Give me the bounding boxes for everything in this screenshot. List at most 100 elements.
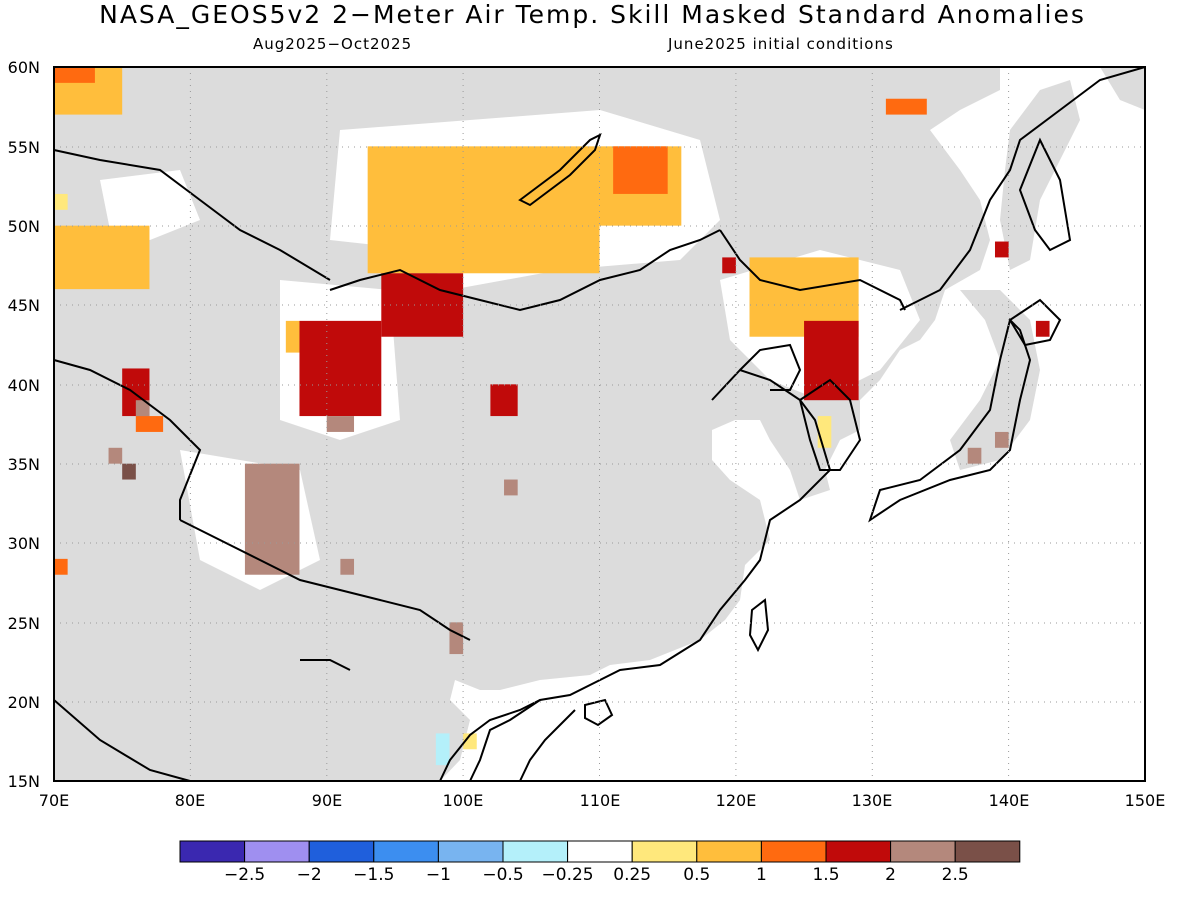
anomaly-cell-25: [817, 416, 832, 448]
taiwan-coastline: [748, 598, 770, 653]
colorbar-swatch-9: [760, 840, 827, 863]
colorbar-label-0: −2.5: [224, 865, 265, 885]
coastlines-and-borders: [53, 66, 1146, 782]
lon-label-140: 140E: [989, 791, 1030, 810]
map-frame: [53, 66, 1146, 782]
colorbar-swatch-1: [244, 840, 310, 863]
colorbar-label-10: 2: [885, 865, 896, 885]
white-patch-central-asia: [100, 170, 200, 240]
skill-mask-layer: [54, 67, 1145, 781]
colorbar-label-7: 0.5: [683, 865, 710, 885]
anomaly-cell-17: [490, 384, 518, 417]
lat-label-35: 35N: [8, 455, 40, 474]
anomaly-cell-4: [54, 558, 68, 575]
lat-label-60: 60N: [8, 58, 40, 77]
map-title: NASA_GEOS5v2 2−Meter Air Temp. Skill Mas…: [99, 0, 1086, 29]
lat-label-25: 25N: [8, 614, 40, 633]
colorbar-swatch-2: [308, 840, 375, 863]
anomaly-cell-2: [54, 225, 150, 290]
lon-label-120: 120E: [716, 791, 757, 810]
colorbar-swatch-11: [890, 840, 956, 863]
lon-label-110: 110E: [580, 791, 621, 810]
mask-sakhalin: [1000, 80, 1080, 270]
anomaly-cell-9: [122, 463, 136, 480]
lat-label-15: 15N: [8, 772, 40, 791]
himalaya-border: [179, 519, 471, 641]
anomaly-cell-32: [463, 733, 477, 750]
colorbar: [179, 840, 1021, 863]
lat-label-20: 20N: [8, 693, 40, 712]
lat-label-30: 30N: [8, 534, 40, 553]
anomaly-cell-10: [244, 463, 300, 575]
colorbar-label-6: 0.25: [613, 865, 651, 885]
colorbar-label-4: −0.5: [482, 865, 523, 885]
anomaly-cell-11: [285, 320, 300, 353]
forecast-period: Aug2025−Oct2025: [253, 35, 413, 53]
hainan-coastline: [584, 698, 614, 727]
anomaly-cell-31: [435, 733, 450, 766]
lon-label-100: 100E: [443, 791, 484, 810]
colorbar-label-9: 1.5: [812, 865, 839, 885]
colorbar-swatch-4: [437, 840, 504, 863]
colorbar-labels: −2.5 −2 −1.5 −1 −0.5 −0.25 0.25 0.5 1 1.5 2 2.5: [224, 865, 969, 885]
colorbar-label-3: −1: [426, 865, 451, 885]
lon-tick-labels: 70E 80E 90E 100E 110E 120E 130E 140E 150…: [39, 791, 1166, 810]
anomaly-cell-7: [135, 400, 150, 417]
hokkaido-coastline: [1008, 298, 1062, 347]
anomaly-cell-13: [326, 416, 355, 432]
anomaly-cell-21: [613, 146, 668, 194]
japan-coastline: [868, 318, 1032, 523]
colorbar-swatch-0: [179, 840, 246, 863]
china-coastline: [469, 368, 832, 782]
anomaly-cell-16: [381, 273, 464, 337]
anomaly-cell-24: [804, 320, 859, 401]
anomaly-cell-1: [54, 67, 95, 83]
colorbar-label-1: −2: [297, 865, 322, 885]
anomaly-cell-22: [722, 257, 736, 274]
lat-label-50: 50N: [8, 217, 40, 236]
colorbar-swatch-8: [696, 840, 762, 863]
central-asia-border: [53, 359, 202, 520]
anomaly-cell-15: [367, 146, 600, 274]
lon-label-130: 130E: [852, 791, 893, 810]
anomaly-cell-12: [299, 320, 382, 417]
colorbar-label-2: −1.5: [353, 865, 394, 885]
lon-label-80: 80E: [175, 791, 205, 810]
anomaly-cells: [54, 67, 1050, 766]
colorbar-swatch-5: [502, 840, 569, 863]
sakhalin-coastline: [1018, 137, 1072, 252]
colorbar-swatch-6: [567, 840, 633, 863]
lat-label-55: 55N: [8, 138, 40, 157]
anomaly-cell-28: [1035, 320, 1050, 337]
lon-label-70: 70E: [39, 791, 69, 810]
baikal-lake: [518, 133, 602, 207]
colorbar-label-8: 1: [756, 865, 767, 885]
gridlines: [54, 67, 1145, 781]
colorbar-label-5: −0.25: [542, 865, 594, 885]
russia-pacific-coastline: [899, 66, 1146, 311]
anomaly-cell-19: [449, 622, 464, 655]
lat-tick-labels: 60N 55N 50N 45N 40N 35N 30N 25N 20N 15N: [8, 58, 40, 791]
anomaly-cell-5: [135, 416, 164, 432]
anomaly-cell-14: [340, 558, 355, 575]
anomaly-cell-26: [885, 98, 927, 115]
india-coastline: [53, 659, 351, 782]
colorbar-swatch-7: [631, 840, 698, 863]
anomaly-cell-8: [108, 447, 123, 464]
lon-label-150: 150E: [1125, 791, 1166, 810]
bohai-coast: [739, 343, 802, 391]
colorbar-swatch-3: [373, 840, 439, 863]
anomaly-cell-27: [994, 241, 1009, 258]
colorbar-swatch-10: [825, 840, 892, 863]
anomaly-cell-29: [967, 447, 982, 464]
lat-label-45: 45N: [8, 296, 40, 315]
lat-label-40: 40N: [8, 376, 40, 395]
lon-label-90: 90E: [312, 791, 342, 810]
anomaly-cell-3: [54, 193, 68, 210]
anomaly-cell-30: [994, 431, 1009, 448]
anomaly-cell-18: [504, 479, 518, 496]
initial-conditions: June2025 initial conditions: [668, 35, 894, 53]
china-north-border: [719, 229, 906, 311]
colorbar-swatch-12: [954, 840, 1021, 863]
